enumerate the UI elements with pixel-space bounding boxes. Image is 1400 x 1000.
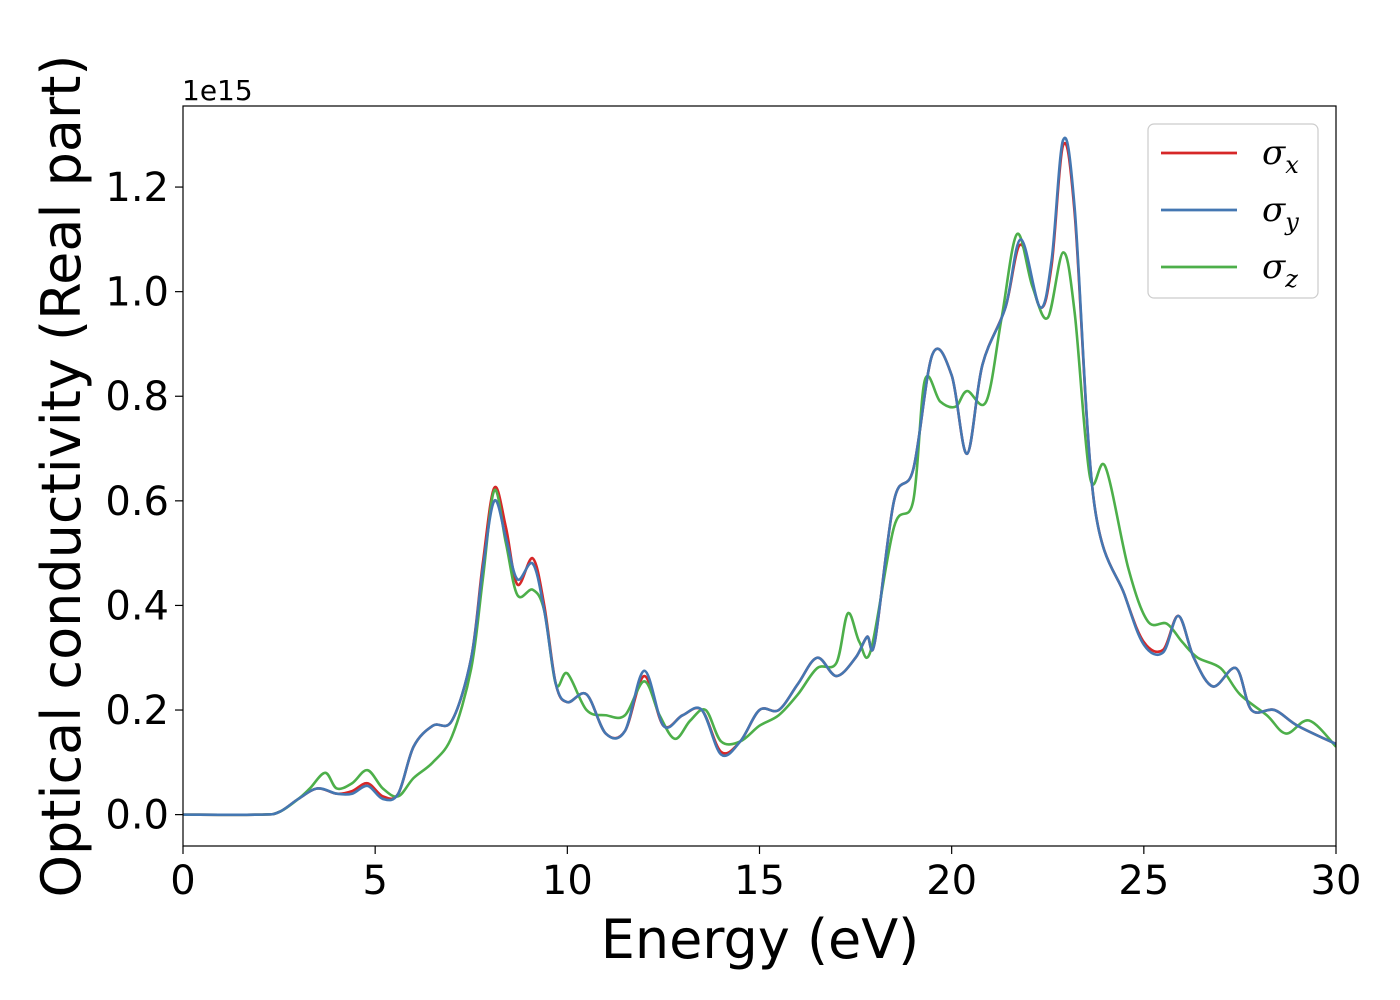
x-tick-label: 30: [1311, 858, 1362, 904]
series-layer: [183, 136, 1336, 817]
y-tick-label: 0.6: [105, 479, 169, 525]
legend-label-z: σz: [1262, 247, 1298, 293]
y-tick-label: 0.2: [105, 688, 169, 734]
x-axis-label: Energy (eV): [601, 908, 920, 971]
y-tick-label: 1.2: [105, 165, 169, 211]
legend-label-x: σx: [1262, 133, 1299, 179]
x-tick-label: 25: [1118, 858, 1169, 904]
series-line-z: [183, 232, 1336, 817]
y-tick-label: 0.8: [105, 374, 169, 420]
legend: σx σy σz: [1147, 123, 1319, 299]
legend-label-y: σy: [1262, 190, 1299, 236]
x-tick-label: 0: [170, 858, 195, 904]
x-tick-label: 10: [542, 858, 593, 904]
y-tick-label: 1.0: [105, 270, 169, 316]
y-tick-label: 0.4: [105, 583, 169, 629]
series-line-y: [183, 136, 1336, 817]
y-axis-label: Optical conductivity (Real part): [30, 55, 93, 898]
y-axis-offset-label: 1e15: [182, 74, 253, 107]
y-tick-label: 0.0: [105, 793, 169, 839]
y-axis-ticks: 0.0 0.2 0.4 0.6 0.8 1.0 1.2: [105, 165, 183, 839]
x-tick-label: 20: [926, 858, 977, 904]
x-axis-ticks: 0 5 10 15 20 25 30: [170, 846, 1361, 904]
x-tick-label: 15: [734, 858, 785, 904]
x-tick-label: 5: [362, 858, 387, 904]
